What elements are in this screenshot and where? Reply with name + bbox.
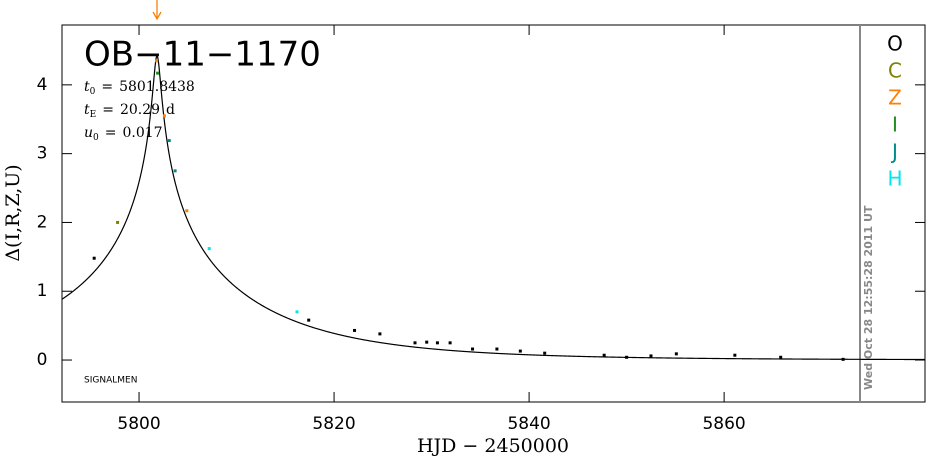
y-axis-label: Δ(I,R,Z,U) [2,164,24,261]
param-unit: d [166,102,175,118]
x-axis-label: HJD − 2450000 [417,435,569,457]
data-point [733,353,737,357]
data-point [425,340,429,344]
param-sign: = [101,79,113,95]
model-curve [61,54,925,361]
data-point [543,351,547,355]
data-point [307,318,311,322]
data-point [674,352,678,356]
legend-entry: H [887,167,902,191]
timestamp: Wed Oct 28 12:55:28 2011 UT [862,205,875,390]
data-point [841,357,845,361]
param-symbol: t [84,102,90,118]
data-point [378,332,382,336]
t0-arrow [152,0,162,21]
y-tick-label: 3 [37,144,48,164]
data-point [518,349,522,353]
data-point [495,347,499,351]
data-point [173,169,177,173]
chart-title: OB−11−1170 [84,35,321,75]
param-value: 20.29 [120,102,160,118]
data-point [448,341,452,345]
legend-entry: O [887,32,903,56]
param: u0 = 0.017 [84,125,163,143]
y-tick-label: 1 [37,281,48,301]
data-point [435,341,439,345]
param: t0 = 5801.8438 [84,79,195,97]
legend-entry: J [890,140,898,164]
param-subscript: E [90,110,97,120]
data-point [92,256,96,260]
param: tE = 20.29 d [84,102,175,120]
x-tick-label: 5820 [312,414,355,434]
data-point [167,139,171,143]
plot-frame [61,24,926,403]
y-tick-label: 2 [37,212,48,232]
param-value: 0.017 [123,125,163,141]
data-point [155,59,159,63]
param-symbol: t [84,79,90,95]
y-tick-label: 0 [37,350,48,370]
param-value: 5801.8438 [119,79,195,95]
legend-entry: C [888,59,902,83]
param-symbol: u [84,125,93,141]
data-point [779,355,783,359]
data-point [353,328,357,332]
legend-entry: I [892,113,898,137]
x-tick-label: 5860 [702,414,745,434]
data-point [413,341,417,345]
param-sign: = [105,125,117,141]
param-subscript: 0 [90,87,96,97]
credit: SIGNALMEN [84,376,137,386]
data-point [295,310,299,314]
data-point [602,353,606,357]
param-subscript: 0 [93,133,99,143]
x-tick-label: 5840 [507,414,550,434]
data-point [116,220,120,224]
param-sign: = [102,102,114,118]
data-point [156,71,160,75]
data-point [207,247,211,251]
y-tick-label: 4 [37,75,48,95]
data-point [649,354,653,358]
data-point [625,355,629,359]
x-tick-label: 5800 [117,414,160,434]
legend-entry: Z [888,86,902,110]
data-point [185,209,189,213]
data-point [162,114,166,118]
data-point [471,347,475,351]
